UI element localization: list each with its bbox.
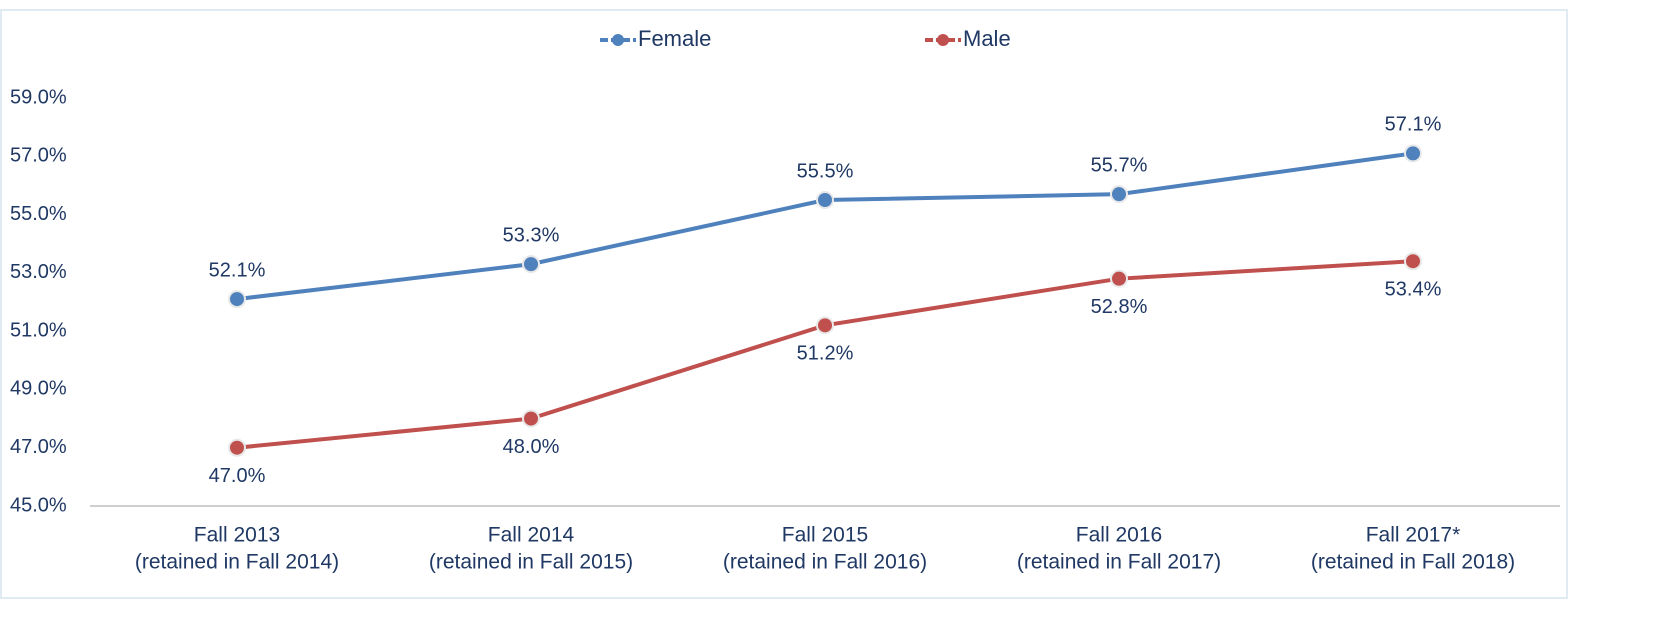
x-tick-label: Fall 2017* <box>1366 524 1461 547</box>
data-label: 55.7% <box>1091 154 1148 176</box>
y-tick-label: 47.0% <box>10 436 67 458</box>
data-point <box>522 255 540 274</box>
legend-marker <box>937 34 949 46</box>
y-tick-label: 49.0% <box>10 378 67 400</box>
y-tick-label: 51.0% <box>10 319 67 341</box>
legend-marker <box>612 34 624 46</box>
x-tick-label: Fall 2015 <box>782 524 868 547</box>
x-tick-label: (retained in Fall 2014) <box>135 551 339 574</box>
data-point <box>816 316 834 335</box>
data-point <box>816 191 834 209</box>
x-tick-label: Fall 2016 <box>1076 524 1162 547</box>
data-label: 51.2% <box>797 343 854 365</box>
data-point <box>228 290 246 309</box>
data-point <box>1404 144 1422 163</box>
y-tick-label: 59.0% <box>10 86 67 108</box>
y-tick-label: 45.0% <box>10 494 67 516</box>
data-label: 48.0% <box>503 436 560 458</box>
x-tick-label: Fall 2013 <box>194 524 280 547</box>
x-tick-label: (retained in Fall 2018) <box>1311 551 1515 574</box>
y-tick-label: 57.0% <box>10 145 67 167</box>
x-tick-label: Fall 2014 <box>488 524 575 547</box>
x-tick-label: (retained in Fall 2017) <box>1017 551 1221 574</box>
legend-label: Female <box>638 26 711 51</box>
data-point <box>1110 185 1128 204</box>
x-tick-label: (retained in Fall 2015) <box>429 551 633 574</box>
data-point <box>228 438 246 457</box>
data-point <box>1404 252 1422 271</box>
chart-frame <box>0 9 1568 599</box>
data-label: 53.3% <box>503 224 560 246</box>
y-tick-label: 55.0% <box>10 203 67 225</box>
legend-label: Male <box>963 26 1011 51</box>
data-label: 47.0% <box>209 465 266 487</box>
data-point <box>522 409 540 428</box>
data-point <box>1110 269 1128 288</box>
data-label: 55.5% <box>797 160 854 182</box>
data-label: 57.1% <box>1385 114 1442 136</box>
data-label: 52.8% <box>1091 296 1148 318</box>
x-tick-label: (retained in Fall 2016) <box>723 551 927 574</box>
data-label: 52.1% <box>209 259 266 281</box>
data-label: 53.4% <box>1385 278 1442 300</box>
y-tick-label: 53.0% <box>10 261 67 283</box>
